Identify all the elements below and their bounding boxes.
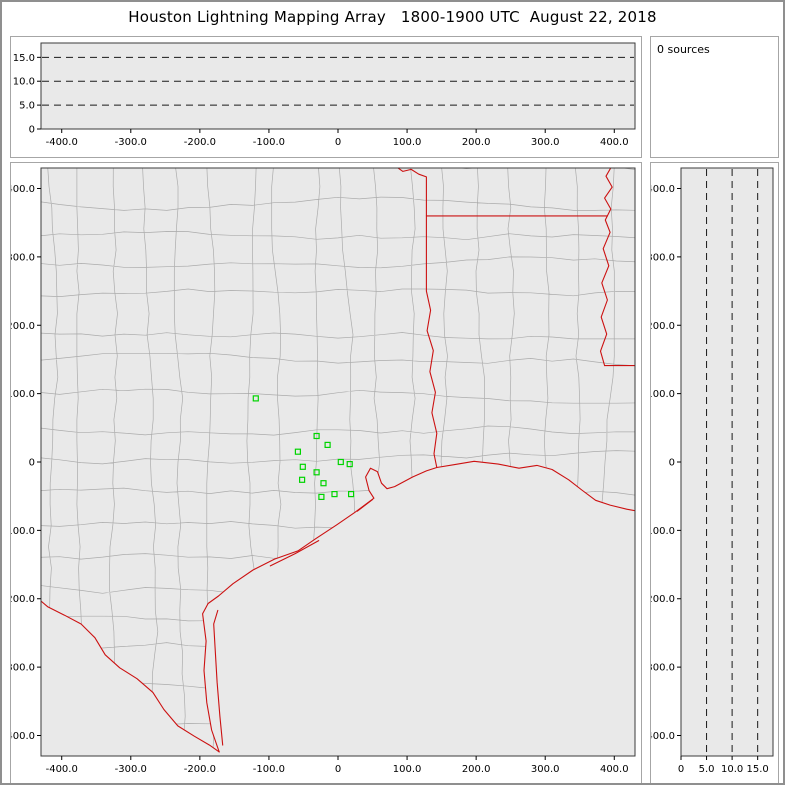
svg-text:-100.0: -100.0 bbox=[253, 764, 285, 775]
page-title: Houston Lightning Mapping Array 1800-190… bbox=[128, 8, 657, 26]
svg-text:10.0: 10.0 bbox=[13, 77, 35, 88]
svg-text:200.0: 200.0 bbox=[11, 321, 35, 332]
svg-text:0: 0 bbox=[29, 125, 35, 136]
svg-text:-400.0: -400.0 bbox=[651, 731, 675, 742]
svg-text:-300.0: -300.0 bbox=[11, 663, 35, 674]
svg-text:0: 0 bbox=[335, 764, 341, 775]
svg-text:10.0: 10.0 bbox=[721, 764, 743, 775]
svg-text:400.0: 400.0 bbox=[600, 137, 629, 148]
svg-text:300.0: 300.0 bbox=[11, 252, 35, 263]
svg-text:-200.0: -200.0 bbox=[184, 137, 216, 148]
svg-text:400.0: 400.0 bbox=[600, 764, 629, 775]
svg-text:15.0: 15.0 bbox=[13, 53, 35, 64]
altitude-ew-chart[interactable]: -400.0 -300.0 -200.0 -100.0 0 100.0 200.0 300.0… bbox=[11, 37, 641, 157]
svg-text:0: 0 bbox=[669, 458, 675, 469]
svg-text:200.0: 200.0 bbox=[462, 764, 491, 775]
svg-text:-100.0: -100.0 bbox=[651, 526, 675, 537]
svg-text:400.0: 400.0 bbox=[651, 184, 675, 195]
plan-view-map-chart[interactable]: -400.0 -300.0 -200.0 -100.0 0 100.0 200.0 300.0… bbox=[11, 163, 641, 783]
svg-text:-100.0: -100.0 bbox=[253, 137, 285, 148]
altitude-ew-panel: -400.0 -300.0 -200.0 -100.0 0 100.0 200.0 300.0… bbox=[10, 36, 642, 158]
svg-text:100.0: 100.0 bbox=[393, 137, 422, 148]
svg-text:100.0: 100.0 bbox=[11, 389, 35, 400]
svg-text:-100.0: -100.0 bbox=[11, 526, 35, 537]
svg-text:0: 0 bbox=[29, 458, 35, 469]
sources-count-label: 0 sources bbox=[657, 43, 710, 56]
svg-text:5.0: 5.0 bbox=[19, 101, 35, 112]
altitude-ns-chart[interactable]: 0 5.0 10.0 15.0 400.0 300.0 200.0 100.0 0 -100.0 -… bbox=[651, 163, 778, 783]
svg-text:-200.0: -200.0 bbox=[184, 764, 216, 775]
svg-text:-400.0: -400.0 bbox=[11, 731, 35, 742]
svg-text:15.0: 15.0 bbox=[747, 764, 769, 775]
svg-text:5.0: 5.0 bbox=[699, 764, 715, 775]
svg-text:300.0: 300.0 bbox=[651, 252, 675, 263]
svg-text:-400.0: -400.0 bbox=[46, 764, 78, 775]
svg-text:-300.0: -300.0 bbox=[651, 663, 675, 674]
svg-text:0: 0 bbox=[335, 137, 341, 148]
svg-text:0: 0 bbox=[678, 764, 684, 775]
svg-text:-200.0: -200.0 bbox=[11, 594, 35, 605]
svg-text:-300.0: -300.0 bbox=[115, 764, 147, 775]
svg-text:200.0: 200.0 bbox=[462, 137, 491, 148]
svg-text:100.0: 100.0 bbox=[651, 389, 675, 400]
plan-view-map-panel: -400.0 -300.0 -200.0 -100.0 0 100.0 200.0 300.0… bbox=[10, 162, 642, 783]
sources-count-panel: 0 sources bbox=[650, 36, 779, 158]
svg-text:-400.0: -400.0 bbox=[46, 137, 78, 148]
svg-text:100.0: 100.0 bbox=[393, 764, 422, 775]
svg-text:300.0: 300.0 bbox=[531, 764, 560, 775]
svg-text:200.0: 200.0 bbox=[651, 321, 675, 332]
svg-text:-300.0: -300.0 bbox=[115, 137, 147, 148]
altitude-ns-panel: 0 5.0 10.0 15.0 400.0 300.0 200.0 100.0 0 -100.0 -… bbox=[650, 162, 779, 783]
svg-text:400.0: 400.0 bbox=[11, 184, 35, 195]
svg-text:-200.0: -200.0 bbox=[651, 594, 675, 605]
svg-text:300.0: 300.0 bbox=[531, 137, 560, 148]
